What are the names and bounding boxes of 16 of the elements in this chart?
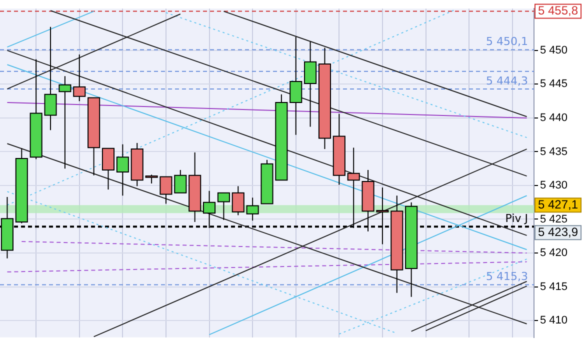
ref-line-label: 5 455,8 <box>538 4 578 18</box>
y-tick-label: 5 420 <box>540 247 568 260</box>
y-tick-label: 5 425 <box>540 213 568 226</box>
ref-line-label: 5 415,3 <box>486 270 528 284</box>
y-tick-label: 5 435 <box>540 146 568 158</box>
y-tick-label: 5 410 <box>540 314 568 327</box>
ref-line-label: Piv J <box>505 212 528 226</box>
y-tick-label: 5 430 <box>540 180 568 192</box>
ref-line-label: 5 444,3 <box>486 74 528 88</box>
band-label: 5 427,1 <box>538 197 578 212</box>
y-tick-label: 5 415 <box>540 280 568 293</box>
y-tick-label: 5 450 <box>540 44 568 56</box>
text: 5 423,9 <box>538 224 578 239</box>
y-tick-label: 5 445 <box>540 78 568 90</box>
y-tick-label: 5 440 <box>540 112 568 124</box>
ref-line-label: 5 450,1 <box>486 35 528 48</box>
